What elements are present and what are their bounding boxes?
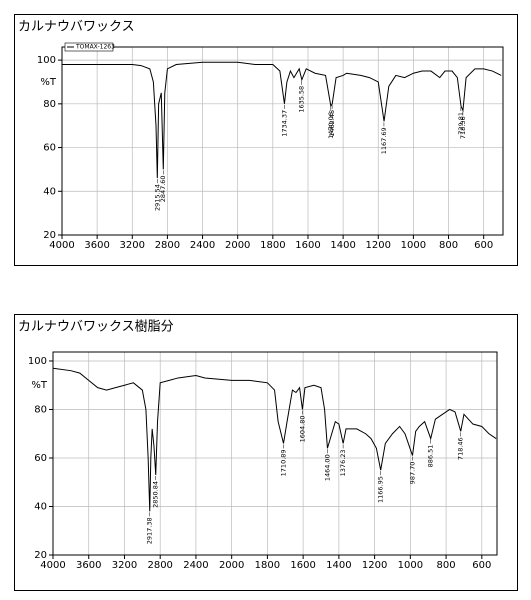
peak-label: 2847.60 bbox=[159, 175, 167, 202]
x-tick-label: 3600 bbox=[84, 240, 109, 251]
x-tick-label: 2800 bbox=[147, 560, 172, 571]
x-tick-label: 1400 bbox=[330, 240, 355, 251]
spectrum-line bbox=[62, 61, 502, 179]
plot-frame bbox=[61, 46, 504, 236]
peak-label: 2917.38 bbox=[146, 517, 154, 544]
chart-title: カルナウバワックス樹脂分 bbox=[18, 320, 174, 335]
y-tick-label: 40 bbox=[43, 186, 56, 197]
chart-title: カルナウバワックス bbox=[18, 20, 135, 35]
y-tick-label: 80 bbox=[34, 404, 47, 415]
peak-label: 718.46 bbox=[457, 437, 465, 460]
x-tick-label: 1800 bbox=[255, 560, 280, 571]
x-tick-label: 2800 bbox=[155, 240, 180, 251]
peak-label: 1376.23 bbox=[339, 449, 347, 476]
x-tick-label: 1000 bbox=[401, 240, 426, 251]
y-tick-label: 60 bbox=[43, 143, 56, 154]
y-tick-label: 40 bbox=[34, 501, 47, 512]
x-tick-label: 1600 bbox=[290, 560, 315, 571]
x-tick-label: 1600 bbox=[295, 240, 320, 251]
peak-label: 1710.89 bbox=[279, 449, 287, 476]
x-tick-label: 800 bbox=[439, 240, 458, 251]
x-tick-label: 3200 bbox=[112, 560, 137, 571]
x-tick-label: 600 bbox=[474, 240, 493, 251]
peak-label: 718.36 bbox=[459, 116, 467, 139]
peak-label: 2915.54 bbox=[153, 184, 161, 211]
y-axis-label: %T bbox=[31, 380, 48, 391]
x-tick-label: 1400 bbox=[326, 560, 351, 571]
y-tick-label: 100 bbox=[28, 356, 47, 367]
peak-label: 1604.80 bbox=[298, 415, 306, 442]
y-tick-label: 60 bbox=[34, 453, 47, 464]
x-tick-label: 2400 bbox=[190, 240, 215, 251]
peak-label: 987.70 bbox=[409, 462, 417, 485]
x-tick-label: 600 bbox=[472, 560, 491, 571]
chart-frame bbox=[14, 14, 518, 266]
x-tick-label: 1000 bbox=[398, 560, 423, 571]
peak-label: 1167.69 bbox=[380, 127, 388, 154]
chart-frame bbox=[14, 314, 518, 591]
x-tick-label: 3600 bbox=[76, 560, 101, 571]
peak-label: 1462.45 bbox=[328, 110, 336, 137]
peak-label: 1635.58 bbox=[298, 86, 306, 113]
peak-label: 729.81 bbox=[457, 112, 465, 135]
x-tick-label: 1200 bbox=[366, 240, 391, 251]
peak-label: 1464.00 bbox=[323, 454, 331, 481]
peak-label: 1734.37 bbox=[280, 110, 288, 137]
x-tick-label: 3200 bbox=[120, 240, 145, 251]
legend-box bbox=[64, 42, 114, 52]
x-tick-label: 4000 bbox=[40, 560, 65, 571]
peak-label: 886.51 bbox=[427, 445, 435, 468]
x-tick-label: 1200 bbox=[362, 560, 387, 571]
x-tick-label: 4000 bbox=[49, 240, 74, 251]
y-tick-label: 100 bbox=[37, 55, 56, 66]
y-tick-label: 80 bbox=[43, 99, 56, 110]
spectrum-line bbox=[52, 367, 497, 512]
peak-label: 1166.95 bbox=[377, 476, 385, 503]
plot-frame bbox=[52, 351, 498, 556]
y-tick-label: 20 bbox=[34, 550, 47, 561]
x-tick-label: 800 bbox=[437, 560, 456, 571]
legend-label: TOMAX-1263 bbox=[75, 44, 115, 51]
peak-label: 2850.84 bbox=[152, 481, 160, 508]
y-axis-label: %T bbox=[40, 77, 57, 88]
x-tick-label: 1800 bbox=[260, 240, 285, 251]
x-tick-label: 2000 bbox=[219, 560, 244, 571]
peak-label: 1470.06 bbox=[327, 112, 335, 139]
x-tick-label: 2400 bbox=[183, 560, 208, 571]
x-tick-label: 2000 bbox=[225, 240, 250, 251]
y-tick-label: 20 bbox=[43, 230, 56, 241]
